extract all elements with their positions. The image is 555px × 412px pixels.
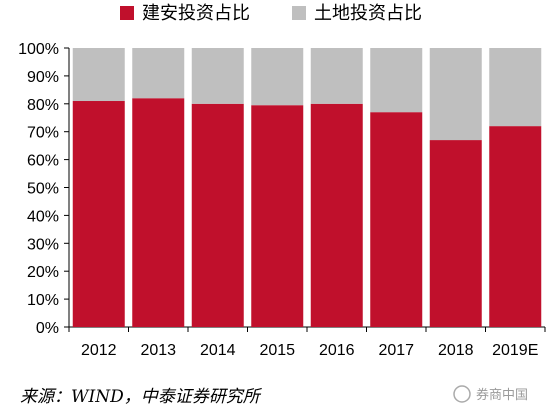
bar-2017-series-2 <box>370 48 423 113</box>
y-tick-labels: 0% 10% 20% 30% 40% 50% 60% 70% 80% 90% 100% <box>18 41 59 337</box>
bar-2019E-series-2 <box>489 48 542 127</box>
bar-2016-series-1 <box>310 103 363 327</box>
x-tick-label: 2012 <box>81 342 117 359</box>
wechat-icon <box>453 385 471 403</box>
y-tick-label: 40% <box>27 208 59 225</box>
bars <box>72 48 542 328</box>
watermark-text: 券商中国 <box>476 387 528 403</box>
bar-2018-series-2 <box>429 48 482 141</box>
bar-2018-series-1 <box>429 140 482 327</box>
y-tick-label: 60% <box>27 153 59 170</box>
bar-2012-series-2 <box>72 48 125 102</box>
y-tick-label: 80% <box>27 97 59 114</box>
bar-2016-series-2 <box>310 48 363 104</box>
x-tick-label: 2017 <box>378 342 414 359</box>
x-tick-label: 2016 <box>319 342 355 359</box>
source-note: 来源：WIND，中泰证券研究所 <box>20 387 263 407</box>
x-tick-label: 2015 <box>259 342 295 359</box>
bar-2015-series-2 <box>251 48 304 106</box>
bar-2013-series-1 <box>132 98 185 327</box>
legend-label-2: 土地投资占比 <box>314 3 422 24</box>
y-tick-label: 70% <box>27 125 59 142</box>
bar-2014-series-1 <box>191 103 244 327</box>
x-tick-label: 2018 <box>438 342 474 359</box>
legend: 建安投资占比 土地投资占比 <box>120 3 422 24</box>
bar-2017-series-1 <box>370 112 423 327</box>
legend-label-1: 建安投资占比 <box>142 3 250 24</box>
y-tick-label: 90% <box>27 69 59 86</box>
legend-swatch-2 <box>292 6 306 20</box>
y-tick-label: 50% <box>27 181 59 198</box>
bar-2014-series-2 <box>191 48 244 104</box>
y-tick-label: 10% <box>27 292 59 309</box>
legend-swatch-1 <box>120 6 134 20</box>
bar-2019E-series-1 <box>489 126 542 328</box>
y-tick-label: 100% <box>18 41 59 58</box>
bar-2012-series-1 <box>72 101 125 327</box>
x-tick-label: 2019E <box>492 342 538 359</box>
bar-2015-series-1 <box>251 105 304 327</box>
x-tick-labels: 2012 2013 2014 2015 2016 2017 2018 2019E <box>81 342 538 359</box>
bar-2013-series-2 <box>132 48 185 99</box>
x-tick-label: 2013 <box>140 342 176 359</box>
watermark: 券商中国 <box>453 385 528 403</box>
y-tick-label: 30% <box>27 236 59 253</box>
x-tick-label: 2014 <box>200 342 236 359</box>
y-tick-label: 0% <box>36 320 59 337</box>
y-tick-label: 20% <box>27 264 59 281</box>
